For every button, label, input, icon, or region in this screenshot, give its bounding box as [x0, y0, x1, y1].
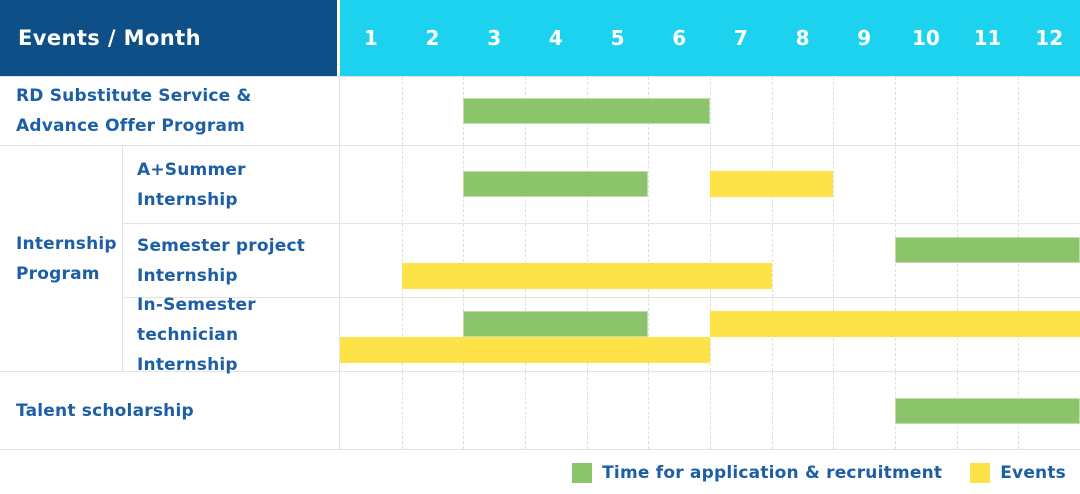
month-header-cell: 3 — [487, 26, 502, 50]
group-label-cell: Internship Program — [0, 146, 123, 371]
subrow-label-cell: In-Semester technician Internship — [123, 295, 340, 375]
month-gridline — [710, 372, 711, 449]
month-gridline — [895, 146, 896, 222]
subrow-label: In-Semester technician Internship — [137, 294, 256, 375]
subrow-label: Semester project Internship — [137, 235, 306, 286]
schedule-subrow: In-Semester technician Internship — [123, 295, 1080, 375]
header-divider — [337, 0, 340, 76]
row-label-cell: RD Substitute Service & Advance Offer Pro… — [0, 77, 340, 145]
application-bar — [895, 237, 1080, 263]
events-month-header: Events / Month — [0, 0, 337, 76]
month-header-cell: 7 — [733, 26, 748, 50]
subrow-label-cell: Semester project Internship — [123, 224, 340, 297]
chart-cell — [340, 77, 1080, 145]
legend-label-event: Events — [1000, 463, 1066, 483]
application-bar — [463, 311, 649, 337]
month-header-cell: 1 — [363, 26, 378, 50]
table-header-row: Events / Month 1 2 3 4 5 6 7 8 9 10 11 12 — [0, 0, 1080, 76]
chart-cell — [340, 146, 1080, 222]
month-header-cell: 9 — [857, 26, 872, 50]
month-gridline — [525, 224, 526, 297]
schedule-row: Talent scholarship — [0, 371, 1080, 449]
legend-label-application: Time for application & recruitment — [602, 463, 943, 483]
month-header-row: 1 2 3 4 5 6 7 8 9 10 11 12 — [340, 0, 1080, 76]
row-label: Talent scholarship — [16, 400, 194, 421]
month-gridline — [401, 77, 403, 145]
group-label: Internship Program — [16, 233, 117, 284]
events-month-label: Events / Month — [18, 26, 201, 50]
month-gridline — [586, 224, 588, 297]
month-gridline — [525, 372, 526, 449]
subrow-label: A+Summer Internship — [137, 159, 246, 210]
schedule-subrow: A+Summer Internship — [123, 146, 1080, 223]
event-bar — [340, 337, 710, 363]
chart-cell — [340, 298, 1080, 371]
month-gridline — [771, 77, 773, 145]
application-bar — [895, 397, 1080, 424]
month-gridline — [956, 77, 958, 145]
month-header-cell: 2 — [425, 26, 440, 50]
month-header-cell: 5 — [610, 26, 625, 50]
month-header-cell: 8 — [795, 26, 810, 50]
row-label-cell: Talent scholarship — [0, 372, 340, 449]
legend-item-application: Time for application & recruitment — [572, 463, 942, 483]
subrow-label-cell: A+Summer Internship — [123, 146, 340, 223]
month-gridline — [401, 298, 403, 371]
month-gridline — [648, 372, 650, 449]
legend-swatch-application — [572, 463, 593, 483]
legend-swatch-event — [970, 463, 991, 483]
month-header-cell: 6 — [672, 26, 687, 50]
event-bar — [710, 311, 1080, 337]
month-gridline — [771, 372, 773, 449]
legend-item-event: Events — [970, 463, 1066, 483]
chart-cell — [340, 224, 1080, 297]
month-header-cell: 4 — [548, 26, 563, 50]
group-rows: A+Summer Internship Semester project Intern… — [123, 146, 1080, 375]
month-gridline — [648, 146, 650, 222]
month-gridline — [1018, 146, 1020, 222]
application-bar — [463, 98, 710, 124]
schedule-body: RD Substitute Service & Advance Offer Pro… — [0, 76, 1080, 450]
application-bar — [463, 171, 649, 197]
month-gridline — [401, 372, 403, 449]
month-gridline — [586, 372, 588, 449]
month-gridline — [771, 224, 773, 297]
month-gridline — [401, 146, 403, 222]
month-gridline — [833, 372, 835, 449]
event-bar — [710, 171, 834, 197]
row-label: RD Substitute Service & Advance Offer Pro… — [16, 86, 252, 136]
schedule-subrow: Semester project Internship — [123, 223, 1080, 297]
month-gridline — [463, 372, 465, 449]
legend: Time for application & recruitment Events — [0, 450, 1080, 494]
event-bar — [401, 263, 772, 289]
month-gridline — [710, 77, 711, 145]
chart-cell — [340, 372, 1080, 449]
month-gridline — [833, 77, 835, 145]
month-gridline — [833, 146, 835, 222]
month-gridline — [648, 224, 650, 297]
month-gridline — [1018, 77, 1020, 145]
month-gridline — [710, 224, 711, 297]
month-gridline — [895, 77, 896, 145]
month-header-cell: 10 — [911, 26, 940, 50]
month-gridline — [401, 224, 403, 297]
group-block: Internship Program A+Summer Internship Semes… — [0, 145, 1080, 375]
month-header-cell: 12 — [1035, 26, 1064, 50]
month-gridline — [833, 224, 835, 297]
month-gridline — [463, 224, 465, 297]
schedule-row: RD Substitute Service & Advance Offer Pro… — [0, 76, 1080, 145]
month-header-cell: 11 — [973, 26, 1002, 50]
month-gridline — [956, 146, 958, 222]
month-gridline — [648, 298, 650, 371]
